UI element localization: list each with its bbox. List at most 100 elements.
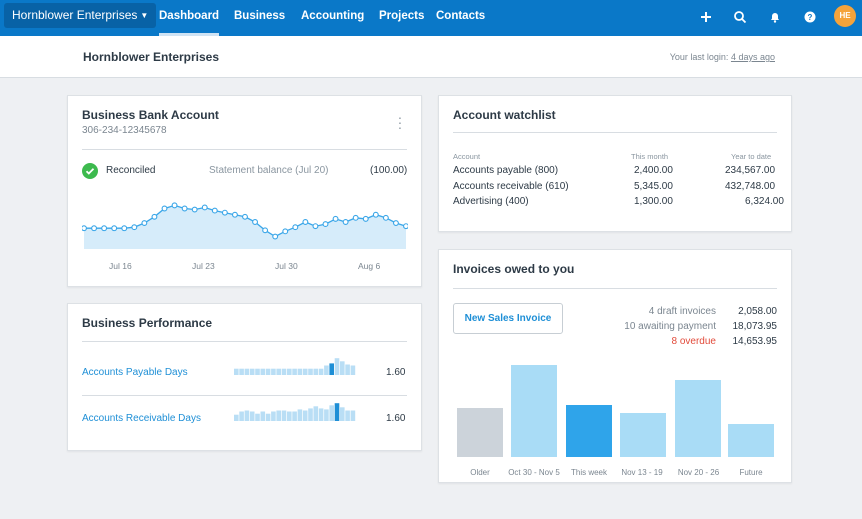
spark-bar — [345, 410, 350, 421]
org-switcher[interactable]: Hornblower Enterprises ▼ — [4, 3, 157, 28]
spark-bar — [350, 410, 356, 421]
last-login: Your last login: 4 days ago — [670, 52, 775, 62]
nav-business[interactable]: Business — [234, 10, 286, 22]
watchlist-ytd: 432,748.00 — [725, 181, 776, 192]
statement-balance-value: (100.00) — [370, 165, 408, 176]
column-header-account: Account — [453, 152, 481, 161]
x-tick-label: Jul 16 — [109, 261, 132, 271]
accounts-payable-days-link[interactable]: Accounts Payable Days — [82, 367, 188, 378]
balance-point — [141, 220, 148, 226]
x-tick-label: Jul 23 — [192, 261, 215, 271]
spark-bar — [329, 405, 334, 421]
draft-invoices-link[interactable]: 4 draft invoices — [648, 306, 716, 317]
business-performance-title: Business Performance — [82, 316, 213, 330]
spark-bar — [287, 368, 292, 375]
balance-point — [161, 205, 168, 212]
spark-bar — [244, 410, 250, 421]
bar-category-label: This week — [570, 468, 607, 477]
divider — [453, 132, 777, 133]
spark-bar — [302, 368, 308, 375]
balance-point — [131, 224, 138, 231]
bar-category-label: Future — [739, 468, 763, 477]
balance-point — [181, 205, 188, 212]
spark-bar — [260, 368, 266, 375]
balance-point — [101, 225, 108, 232]
watchlist-account[interactable]: Accounts payable (800) — [453, 165, 559, 176]
spark-bar — [350, 365, 356, 375]
balance-point — [312, 223, 319, 230]
top-nav: Hornblower Enterprises ▼ Dashboard Busine… — [0, 0, 862, 36]
balance-point — [272, 233, 279, 240]
awaiting-payment-link[interactable]: 10 awaiting payment — [624, 321, 716, 332]
new-sales-invoice-button[interactable]: New Sales Invoice — [453, 303, 563, 334]
balance-point — [121, 225, 128, 232]
balance-area — [84, 205, 406, 249]
watchlist-account[interactable]: Advertising (400) — [453, 196, 529, 207]
account-number: 306-234-12345678 — [82, 125, 167, 136]
spark-bar — [334, 358, 340, 375]
invoice-bar[interactable] — [511, 365, 557, 457]
plus-icon[interactable] — [697, 8, 715, 26]
statement-balance-label: Statement balance (Jul 20) — [209, 165, 329, 176]
invoice-bar[interactable] — [566, 405, 612, 457]
spark-bar — [308, 408, 313, 421]
spark-bar — [244, 368, 250, 375]
more-options-icon[interactable]: · · · — [397, 109, 403, 135]
spark-bar — [281, 368, 287, 375]
accounts-receivable-sparkbars — [234, 403, 356, 421]
business-performance-card: Business Performance Accounts Payable Da… — [67, 303, 422, 451]
balance-point — [372, 211, 379, 218]
watchlist-this-month: 2,400.00 — [634, 165, 673, 176]
spark-bar — [276, 410, 281, 421]
bank-balance-chart — [82, 202, 408, 249]
svg-text:?: ? — [808, 13, 813, 22]
spark-bar — [302, 410, 308, 421]
spark-bar — [281, 410, 287, 421]
spark-bar — [271, 411, 276, 421]
draft-invoices-value: 2,058.00 — [738, 306, 777, 317]
invoice-bar[interactable] — [457, 408, 503, 457]
spark-bar — [249, 411, 255, 421]
bar-category-label: Oct 30 - Nov 5 — [508, 468, 560, 477]
bell-icon[interactable] — [766, 8, 784, 26]
invoice-bar[interactable] — [620, 413, 666, 457]
search-icon[interactable] — [731, 8, 749, 26]
divider — [82, 395, 407, 396]
spark-bar — [234, 368, 239, 375]
balance-point — [171, 202, 178, 209]
balance-point — [82, 225, 87, 232]
spark-bar — [271, 368, 276, 375]
spark-bar — [265, 413, 271, 421]
avatar[interactable]: HE — [834, 5, 856, 27]
page-header: Hornblower Enterprises Your last login: … — [0, 36, 862, 78]
account-watchlist-title: Account watchlist — [453, 108, 556, 122]
spark-bar — [313, 368, 319, 375]
spark-bar — [292, 411, 297, 421]
nav-accounting[interactable]: Accounting — [301, 10, 365, 22]
balance-point — [221, 209, 228, 216]
column-header-this-month: This month — [631, 152, 669, 161]
column-header-year-to-date: Year to date — [731, 152, 772, 161]
org-switcher-label: Hornblower Enterprises — [12, 8, 138, 22]
bank-account-title[interactable]: Business Bank Account — [82, 108, 219, 122]
overdue-link[interactable]: 8 overdue — [671, 336, 716, 347]
balance-point — [403, 223, 408, 230]
page-title: Hornblower Enterprises — [83, 50, 220, 64]
bank-account-card: Business Bank Account 306-234-12345678 ·… — [67, 95, 422, 287]
accounts-receivable-days-link[interactable]: Accounts Receivable Days — [82, 413, 201, 424]
invoices-owed-title: Invoices owed to you — [453, 262, 575, 276]
watchlist-account[interactable]: Accounts receivable (610) — [453, 181, 569, 192]
balance-point — [111, 225, 118, 232]
last-login-link[interactable]: 4 days ago — [730, 52, 775, 62]
accounts-receivable-days-value: 1.60 — [386, 413, 406, 424]
nav-contacts[interactable]: Contacts — [436, 10, 486, 22]
nav-projects[interactable]: Projects — [379, 10, 425, 22]
spark-bar — [340, 407, 345, 421]
nav-dashboard[interactable]: Dashboard — [159, 0, 220, 36]
invoice-bar[interactable] — [675, 380, 721, 457]
invoice-bar[interactable] — [728, 424, 774, 457]
spark-bar — [239, 411, 244, 421]
spark-bar — [297, 409, 303, 421]
help-icon[interactable]: ? — [801, 8, 819, 26]
spark-bar — [292, 368, 297, 375]
